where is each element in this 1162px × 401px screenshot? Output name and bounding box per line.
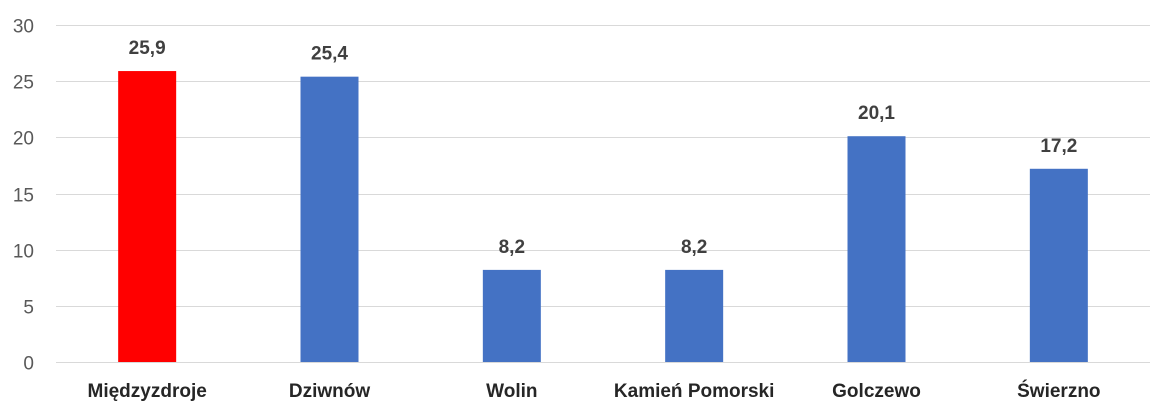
bar-series xyxy=(118,71,1088,362)
x-tick-label: Międzyzdroje xyxy=(88,381,207,401)
bar xyxy=(1029,168,1088,362)
x-tick-label: Kamień Pomorski xyxy=(614,381,775,401)
y-tick-label: 10 xyxy=(13,242,34,263)
y-axis: 0 5 10 15 20 25 30 xyxy=(13,17,34,375)
y-tick-label: 0 xyxy=(23,354,34,375)
x-tick-label: Dziwnów xyxy=(289,381,370,401)
x-axis: Międzyzdroje Dziwnów Wolin Kamień Pomorski G… xyxy=(88,380,1101,401)
data-label: 20,1 xyxy=(858,103,895,124)
y-tick-label: 30 xyxy=(13,17,34,38)
bar xyxy=(482,269,541,362)
gridlines xyxy=(56,25,1150,363)
y-tick-label: 25 xyxy=(13,73,34,94)
x-tick-label: Wolin xyxy=(486,381,537,401)
data-label: 25,4 xyxy=(311,44,348,65)
x-tick-label: Świerzno xyxy=(1017,380,1100,401)
bar xyxy=(300,76,359,362)
y-tick-label: 5 xyxy=(23,298,34,319)
data-label: 8,2 xyxy=(499,237,525,258)
data-label: 17,2 xyxy=(1040,136,1077,157)
data-labels: 25,9 25,4 8,2 8,2 20,1 17,2 xyxy=(129,38,1078,258)
data-label: 25,9 xyxy=(129,38,166,59)
y-tick-label: 15 xyxy=(13,186,34,207)
y-tick-label: 20 xyxy=(13,129,34,150)
x-tick-label: Golczewo xyxy=(832,381,921,401)
bar xyxy=(118,71,177,362)
bar xyxy=(665,269,724,362)
bar xyxy=(847,136,906,362)
data-label: 8,2 xyxy=(681,237,707,258)
